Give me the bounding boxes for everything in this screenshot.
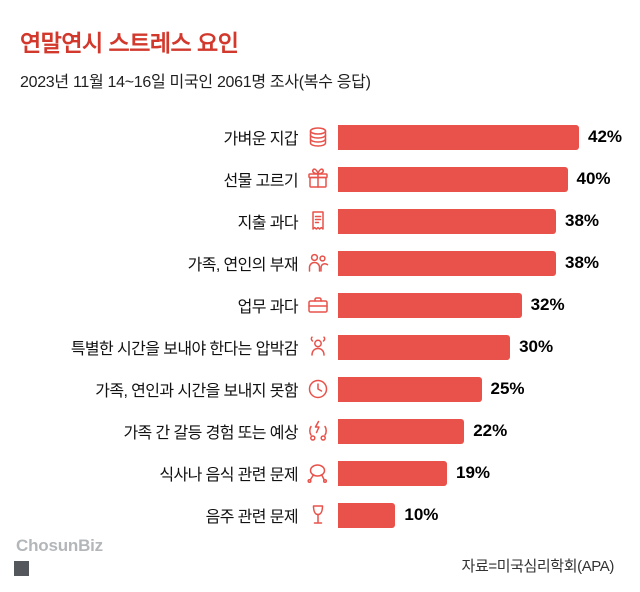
bar-label: 업무 과다	[237, 299, 299, 316]
bar	[338, 376, 482, 402]
wine-glass-icon	[298, 502, 338, 528]
coins-icon	[298, 124, 338, 150]
logo-text: ChosunBiz	[16, 536, 103, 555]
bar-label: 특별한 시간을 보내야 한다는 압박감	[70, 341, 299, 358]
receipt-icon	[298, 208, 338, 234]
bar-track: 38%	[338, 250, 640, 276]
bar-chart: 가벼운 지갑 42% 선물 고르기	[16, 116, 640, 536]
bar-row: 음주 관련 문제 10%	[16, 494, 640, 536]
bar-label: 가족, 연인과 시간을 보내지 못함	[95, 383, 298, 400]
value-label: 32%	[530, 295, 565, 314]
bar-row: 가벼운 지갑 42%	[16, 116, 640, 158]
footer: ChosunBiz 자료=미국심리학회(APA)	[14, 536, 640, 592]
value-label: 38%	[565, 253, 600, 272]
bar-label: 가족, 연인의 부재	[187, 257, 299, 274]
bar	[338, 208, 556, 234]
source-text: 자료=미국심리학회(APA)	[461, 558, 615, 575]
bar	[338, 502, 396, 528]
logo-mark-icon	[14, 561, 29, 576]
chosunbiz-logo: ChosunBiz	[14, 536, 103, 576]
bar-label: 식사나 음식 관련 문제	[159, 467, 298, 484]
value-label: 30%	[519, 337, 554, 356]
bar-row: 선물 고르기 40%	[16, 158, 640, 200]
bar-track: 42%	[338, 124, 640, 150]
bar-label: 지출 과다	[237, 215, 299, 232]
briefcase-icon	[298, 292, 338, 318]
pressure-icon	[298, 334, 338, 360]
bar-label: 가족 간 갈등 경험 또는 예상	[123, 425, 298, 442]
bar	[338, 292, 522, 318]
value-label: 40%	[576, 169, 611, 188]
bar	[338, 124, 579, 150]
people-icon	[298, 250, 338, 276]
value-label: 19%	[456, 463, 491, 482]
bar-track: 32%	[338, 292, 640, 318]
conflict-icon	[298, 418, 338, 444]
turkey-icon	[298, 460, 338, 486]
bar-row: 식사나 음식 관련 문제 19%	[16, 452, 640, 494]
page-title: 연말연시 스트레스 요인	[20, 30, 239, 56]
bar-track: 10%	[338, 502, 640, 528]
value-label: 38%	[565, 211, 600, 230]
bar-label: 가벼운 지갑	[223, 131, 299, 148]
bar-track: 22%	[338, 418, 640, 444]
value-label: 42%	[588, 127, 623, 146]
bar-row: 특별한 시간을 보내야 한다는 압박감 30%	[16, 326, 640, 368]
bar-label: 음주 관련 문제	[205, 509, 299, 526]
bar-track: 30%	[338, 334, 640, 360]
bar	[338, 418, 465, 444]
bar-track: 38%	[338, 208, 640, 234]
bar	[338, 460, 447, 486]
bar-row: 가족, 연인의 부재 38%	[16, 242, 640, 284]
bar-row: 지출 과다 38%	[16, 200, 640, 242]
bar	[338, 250, 556, 276]
page-subtitle: 2023년 11월 14~16일 미국인 2061명 조사(복수 응답)	[20, 74, 371, 91]
bar-row: 가족, 연인과 시간을 보내지 못함 25%	[16, 368, 640, 410]
bar	[338, 166, 568, 192]
gift-icon	[298, 166, 338, 192]
clock-icon	[298, 376, 338, 402]
value-label: 25%	[490, 379, 525, 398]
bar-row: 업무 과다 32%	[16, 284, 640, 326]
bar	[338, 334, 511, 360]
bar-row: 가족 간 갈등 경험 또는 예상 22%	[16, 410, 640, 452]
bar-label: 선물 고르기	[223, 173, 299, 190]
header: 연말연시 스트레스 요인 2023년 11월 14~16일 미국인 2061명 …	[16, 24, 640, 92]
bar-track: 25%	[338, 376, 640, 402]
bar-track: 19%	[338, 460, 640, 486]
value-label: 10%	[404, 505, 439, 524]
value-label: 22%	[473, 421, 508, 440]
bar-track: 40%	[338, 166, 640, 192]
